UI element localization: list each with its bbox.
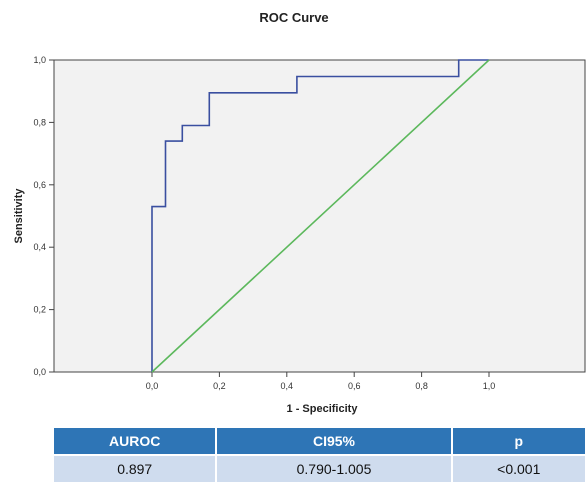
y-tick-label: 1,0 bbox=[33, 55, 46, 65]
p-value-header: p bbox=[452, 428, 585, 454]
auroc-header: AUROC bbox=[54, 428, 218, 454]
y-tick-label: 0,2 bbox=[33, 305, 46, 315]
p-value: <0.001 bbox=[452, 454, 585, 482]
y-tick-label: 0,4 bbox=[33, 242, 46, 252]
y-axis-label: Sensitivity bbox=[13, 188, 25, 244]
x-tick-label: 0,4 bbox=[281, 381, 294, 391]
ci95-header: CI95% bbox=[217, 428, 453, 454]
stats-table-row: 0.897 0.790-1.005 <0.001 bbox=[54, 454, 585, 482]
x-axis-label: 1 - Specificity bbox=[287, 403, 359, 415]
roc-curve-line bbox=[151, 59, 489, 372]
roc-chart: ROC Curve 0,00,20,40,60,81,0 0,0 0,2 0,4 0,… bbox=[13, 10, 586, 415]
x-tick-label: 0,6 bbox=[348, 381, 361, 391]
y-tick-label: 0,6 bbox=[33, 180, 46, 190]
x-tick-label: 1,0 bbox=[483, 381, 496, 391]
series-group bbox=[151, 59, 490, 373]
reference-diagonal-line bbox=[151, 59, 490, 373]
y-tick-label: 0,8 bbox=[33, 117, 46, 127]
chart-title: ROC Curve bbox=[259, 10, 328, 25]
x-axis-ticks: 0,0 0,2 0,4 0,6 0,8 1,0 bbox=[146, 372, 496, 391]
stats-table: AUROC CI95% p 0.897 0.790-1.005 <0.001 bbox=[54, 428, 585, 482]
x-tick-label: 0,0 bbox=[146, 381, 159, 391]
stats-table-header-row: AUROC CI95% p bbox=[54, 428, 585, 454]
ci95-value: 0.790-1.005 bbox=[217, 454, 453, 482]
auroc-value: 0.897 bbox=[54, 454, 218, 482]
x-tick-label: 0,8 bbox=[415, 381, 428, 391]
y-axis-ticks: 0,0 0,2 0,4 0,6 0,8 1,0 bbox=[33, 55, 54, 377]
x-tick-label: 0,2 bbox=[213, 381, 226, 391]
y-tick-label: 0,0 bbox=[33, 367, 46, 377]
